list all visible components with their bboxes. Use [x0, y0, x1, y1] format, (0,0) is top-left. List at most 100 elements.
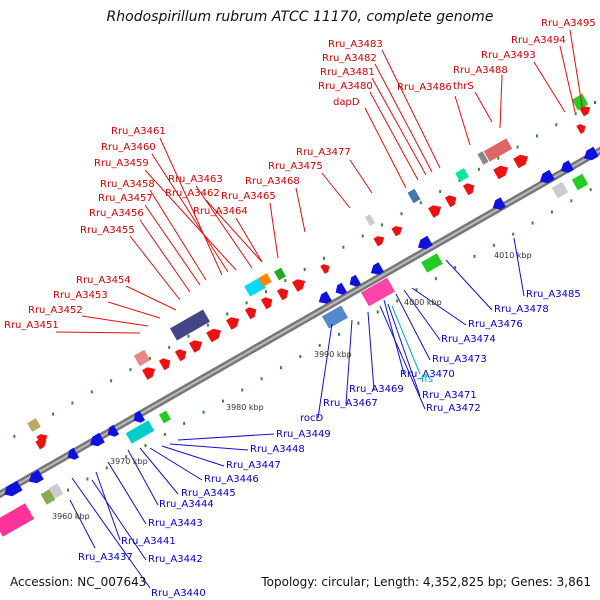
gene-label-reverse: Rru_A3474 — [441, 334, 496, 345]
gene-label-forward: Rru_A3475 — [268, 161, 323, 172]
gene-box-gray — [364, 214, 376, 226]
gene-box-teal — [455, 168, 469, 182]
leader-line-reverse — [403, 289, 441, 341]
tick-marks — [9, 101, 596, 525]
reverse-gene-arrow — [67, 447, 80, 460]
leader-line-forward — [569, 29, 584, 113]
reverse-gene-arrow — [560, 160, 574, 173]
leader-line-reverse — [513, 237, 525, 297]
gene-label-reverse: Rru_A3437 — [78, 552, 133, 563]
gene-track — [0, 93, 599, 537]
gene-box-gray — [48, 483, 64, 499]
gene-label-forward: Rru_A3458 — [100, 179, 155, 190]
reverse-gene-arrow — [583, 146, 599, 161]
gene-box-pink — [483, 138, 513, 162]
gene-label-forward: Rru_A3468 — [245, 176, 300, 187]
leader-line-rna — [391, 305, 421, 375]
gene-label-reverse: Rru_A3469 — [349, 384, 404, 395]
leader-line-reverse — [161, 445, 225, 467]
kbp-marker: 4000 kbp — [404, 298, 442, 307]
leader-line-forward — [269, 202, 279, 259]
gene-box-khaki — [27, 418, 41, 432]
gene-label-reverse: Rru_A3440 — [151, 588, 206, 599]
gene-label-forward: Rru_A3495 — [541, 18, 596, 29]
leader-line-forward — [139, 219, 191, 293]
gene-label-forward: Rru_A3455 — [80, 225, 135, 236]
forward-gene-arrow — [189, 340, 203, 353]
gene-label-forward: Rru_A3464 — [193, 206, 248, 217]
forward-gene-arrow — [206, 328, 222, 343]
leader-line-forward — [129, 235, 181, 301]
forward-gene-arrow — [226, 317, 240, 330]
forward-gene-arrow — [35, 439, 47, 450]
reverse-gene-arrow — [349, 274, 362, 287]
gene-label-forward: thrS — [453, 81, 474, 92]
leader-line-forward — [559, 45, 576, 113]
gene-box-cyan — [125, 420, 155, 444]
gene-box-pink — [133, 349, 151, 367]
accession-text: Accession: NC_007643 — [10, 575, 147, 589]
forward-gene-arrow — [174, 349, 187, 362]
gene-label-reverse: Rru_A3449 — [276, 429, 331, 440]
leader-line-forward — [159, 137, 223, 276]
gene-label-forward: Rru_A3480 — [318, 81, 373, 92]
leader-line-reverse — [379, 305, 426, 410]
leader-line-reverse — [127, 449, 159, 506]
gene-label-forward: Rru_A3452 — [28, 305, 83, 316]
forward-gene-arrow — [276, 288, 289, 301]
leader-line-forward — [474, 91, 493, 123]
gene-box-green — [159, 410, 171, 424]
kbp-marker: 3960 kbp — [52, 512, 90, 521]
leader-line-reverse — [387, 303, 421, 397]
leader-line-reverse — [107, 461, 147, 525]
forward-gene-arrow — [142, 367, 156, 380]
gene-label-reverse: Rru_A3446 — [204, 474, 259, 485]
forward-gene-arrow — [428, 205, 442, 218]
gene-box-steel — [321, 305, 349, 329]
leader-line-reverse — [411, 287, 467, 326]
leader-line-forward — [144, 204, 201, 286]
gene-box-magenta — [361, 277, 395, 307]
gene-label-reverse: Rru_A3447 — [226, 460, 281, 471]
reverse-gene-arrow — [335, 282, 348, 295]
forward-gene-arrow — [513, 154, 529, 169]
leader-line-forward — [321, 172, 351, 209]
gene-label-forward: Rru_A3488 — [453, 65, 508, 76]
forward-gene-arrow — [462, 183, 475, 196]
forward-gene-arrow — [292, 279, 306, 292]
gene-label-forward: Rru_A3465 — [221, 191, 276, 202]
reverse-gene-arrow — [4, 480, 23, 497]
gene-label-forward: Rru_A3481 — [320, 67, 375, 78]
leader-line-forward — [81, 315, 149, 327]
gene-label-forward: Rru_A3461 — [111, 126, 166, 137]
leader-line-forward — [55, 331, 141, 334]
gene-box-green — [571, 93, 589, 111]
reverse-gene-arrow — [539, 169, 555, 184]
leader-line-reverse — [139, 447, 179, 495]
gene-box-green — [274, 267, 286, 281]
gene-label-forward: Rru_A3483 — [328, 39, 383, 50]
forward-gene-arrow — [576, 124, 586, 134]
gene-label-reverse: Rru_A3476 — [468, 319, 523, 330]
gene-label-forward: Rru_A3460 — [101, 142, 156, 153]
kbp-marker: 4010 kbp — [494, 251, 532, 260]
leader-line-reverse — [169, 443, 249, 451]
gene-label-reverse: rocD — [300, 413, 324, 424]
gene-label-reverse: Rru_A3470 — [400, 369, 455, 380]
gene-box-green — [421, 253, 443, 273]
forward-gene-arrow — [320, 264, 330, 274]
leader-line-forward — [151, 153, 229, 273]
kbp-marker: 3990 kbp — [314, 350, 352, 359]
gene-box-cyan — [244, 277, 266, 297]
leader-line-forward — [371, 77, 427, 176]
leader-line-forward — [499, 74, 503, 129]
gene-label-reverse: Rru_A3478 — [494, 304, 549, 315]
gene-label-forward: Rru_A3494 — [511, 35, 566, 46]
gene-label-reverse: Rru_A3443 — [148, 518, 203, 529]
leader-line-forward — [107, 301, 161, 319]
forward-gene-arrow — [493, 165, 509, 180]
gene-box-steel — [407, 188, 421, 204]
gene-label-forward: Rru_A3451 — [4, 320, 59, 331]
